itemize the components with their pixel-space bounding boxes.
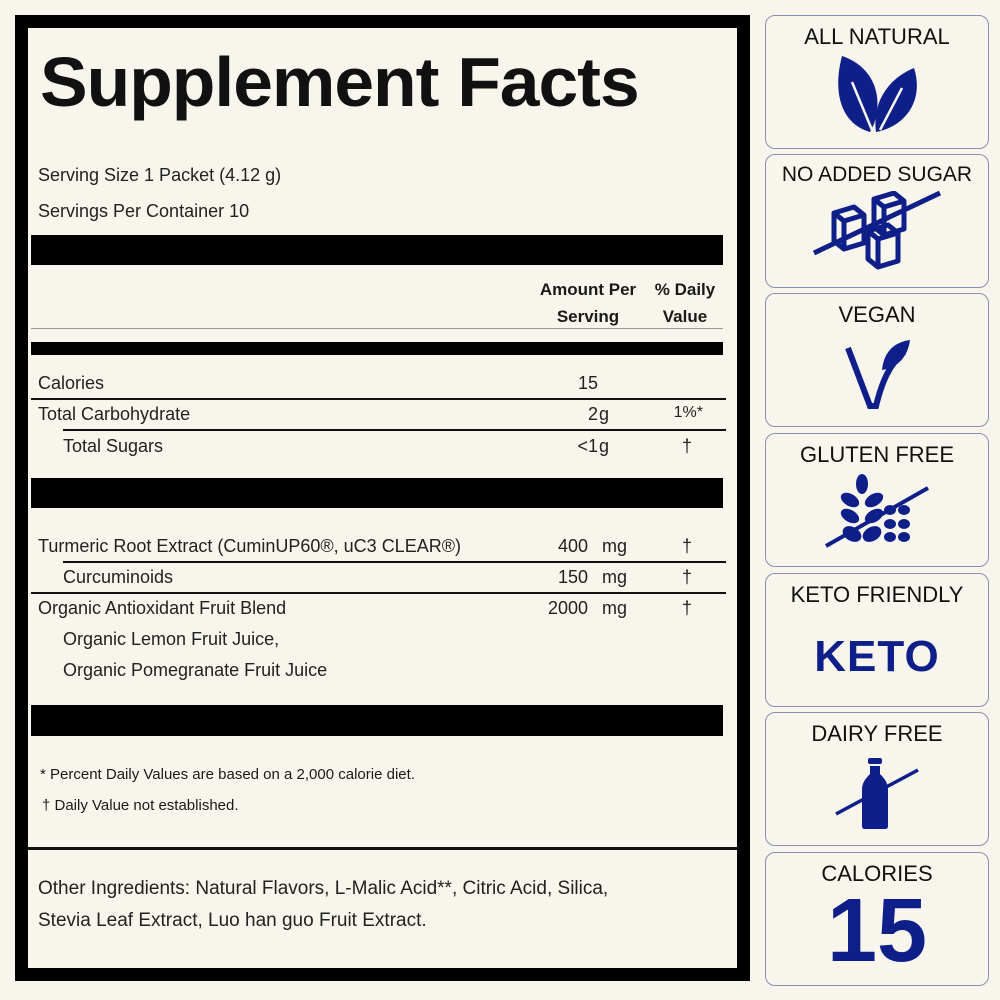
crossed-sugar-cubes-icon (812, 191, 942, 270)
footnote-dagger: † Daily Value not established. (42, 797, 239, 814)
blend-component: Organic Lemon Fruit Juice, (63, 629, 280, 649)
nutrient-dv: † (682, 436, 693, 456)
ingredient-dv: † (682, 567, 693, 587)
divider-bar (31, 478, 723, 508)
ingredient-dv: † (682, 536, 693, 556)
divider-bar (31, 235, 723, 265)
ingredient-amount: 2000 (547, 598, 588, 618)
ingredient-name: Turmeric Root Extract (CuminUP60®, uC3 C… (38, 536, 461, 556)
divider-bar (31, 705, 723, 736)
nutrient-unit: g (599, 436, 610, 456)
nutrient-amount: <1 (577, 436, 598, 456)
serving-size: Serving Size 1 Packet (4.12 g) (38, 165, 282, 185)
other-ingredients-line1: Other Ingredients: Natural Flavors, L-Ma… (38, 878, 609, 899)
row-divider (31, 592, 726, 594)
ingredient-unit: mg (602, 567, 628, 587)
other-ingredients-line2: Stevia Leaf Extract, Luo han guo Fruit E… (38, 910, 427, 931)
ingredient-unit: mg (602, 598, 628, 618)
divider-bar (31, 342, 723, 355)
ingredient-amount: 150 (557, 567, 588, 587)
badge-gluten-free: GLUTEN FREE (765, 433, 989, 567)
crossed-wheat-icon (825, 474, 929, 548)
panel-title: Supplement Facts (40, 43, 640, 121)
row-divider (63, 561, 726, 563)
calories-value: 15 (826, 881, 928, 981)
divider-thin (31, 328, 723, 329)
badge-label: CALORIES (821, 861, 933, 886)
badge-dairy-free: DAIRY FREE (765, 712, 989, 846)
section-divider (28, 847, 737, 850)
header-amount-line2: Serving (556, 307, 620, 326)
badge-vegan: VEGAN (765, 293, 989, 427)
blend-component: Organic Pomegranate Fruit Juice (63, 660, 328, 680)
header-dv-line2: Value (662, 307, 708, 326)
servings-per-container: Servings Per Container 10 (38, 201, 250, 221)
badge-label: ALL NATURAL (804, 24, 950, 49)
vegan-v-icon (845, 340, 910, 409)
nutrient-name: Calories (38, 373, 105, 393)
badge-keto-friendly: KETO FRIENDLY KETO (765, 573, 989, 707)
ingredient-unit: mg (602, 536, 628, 556)
nutrient-name: Total Sugars (63, 436, 164, 456)
supplement-facts-panel: Supplement Facts Serving Size 1 Packet (… (15, 15, 750, 981)
badge-label: GLUTEN FREE (799, 442, 955, 467)
badge-label: VEGAN (838, 302, 916, 327)
row-divider (31, 398, 726, 400)
crossed-milk-bottle-icon (835, 758, 919, 829)
badge-no-added-sugar: NO ADDED SUGAR (765, 154, 989, 288)
badge-label: NO ADDED SUGAR (781, 163, 973, 186)
leaves-icon (838, 56, 917, 132)
badge-label: DAIRY FREE (811, 721, 943, 746)
header-amount: Amount Per Serving (528, 276, 648, 330)
ingredient-amount: 400 (557, 536, 588, 556)
badge-label: KETO FRIENDLY (790, 582, 964, 607)
badge-all-natural: ALL NATURAL (765, 15, 989, 149)
header-amount-line1: Amount Per (539, 280, 637, 299)
row-divider (63, 429, 726, 431)
nutrient-unit: g (599, 404, 610, 424)
ingredient-name: Curcuminoids (63, 567, 174, 587)
footnote-daily-values: * Percent Daily Values are based on a 2,… (40, 766, 415, 783)
header-daily-value: % Daily Value (650, 276, 720, 330)
nutrient-amount: 2 (587, 404, 598, 424)
keto-icon-text: KETO (814, 632, 940, 681)
nutrient-name: Total Carbohydrate (38, 404, 191, 424)
header-dv-line1: % Daily (654, 280, 716, 299)
nutrient-dv: 1%* (673, 404, 703, 421)
ingredient-dv: † (682, 598, 693, 618)
nutrient-amount: 15 (577, 373, 598, 393)
badge-calories: CALORIES 15 (765, 852, 989, 986)
ingredient-name: Organic Antioxidant Fruit Blend (38, 598, 287, 618)
